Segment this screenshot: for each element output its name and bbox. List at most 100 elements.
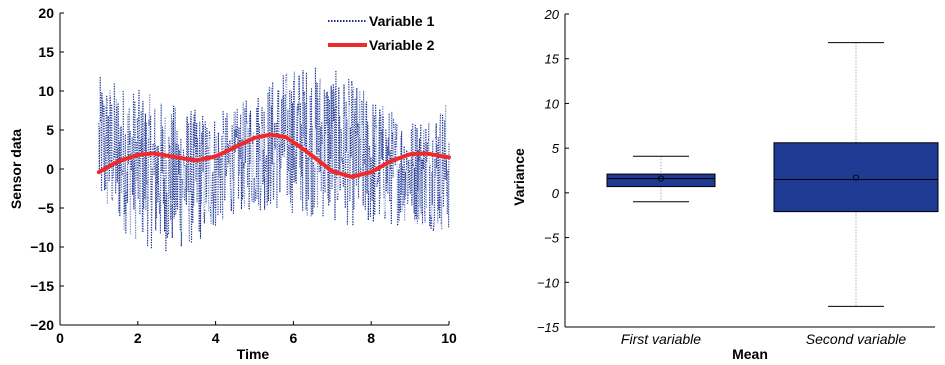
variable-1-segment — [279, 135, 281, 193]
left-y-tick-label: −20 — [30, 317, 54, 333]
variable-1-segment — [325, 92, 328, 98]
variable-1-segment — [240, 114, 242, 163]
variable-1-segment — [445, 159, 448, 197]
variable-1-segment — [236, 109, 239, 145]
variable-1-segment — [430, 215, 432, 229]
category-label-first: First variable — [621, 331, 701, 347]
variable-1-segment — [319, 78, 321, 97]
left-y-tick-label: 20 — [38, 5, 54, 21]
variable-1-segment — [447, 169, 450, 228]
variable-1-segment — [376, 183, 378, 187]
left-y-axis-label: Sensor data — [8, 129, 24, 209]
variable-1-segment — [372, 136, 375, 222]
variable-1-segment — [365, 102, 367, 135]
variable-1-segment — [425, 129, 427, 208]
variable-1-segment — [269, 181, 272, 204]
variable-1-segment — [178, 149, 180, 175]
right-y-tick-label: 5 — [552, 141, 560, 156]
variable-1-segment — [350, 81, 353, 156]
variable-1-segment — [278, 90, 280, 162]
variable-1-segment — [357, 123, 359, 127]
variable-1-segment — [203, 213, 205, 224]
variable-1-segment — [154, 108, 156, 146]
variable-1-segment — [233, 111, 236, 131]
variable-1-segment — [420, 173, 423, 215]
right-y-tick-label: −10 — [537, 275, 560, 290]
left-y-tick-label: 10 — [38, 83, 54, 99]
variable-1-segment — [216, 153, 218, 171]
left-chart: 0 2 4 6 8 10 20 15 10 5 0 −5 −10 −15 −20 Time Sensor d… — [8, 5, 457, 362]
variable-1-segment — [431, 139, 434, 205]
variable-1-segment — [151, 167, 153, 211]
variable-1-segment — [349, 127, 351, 201]
variable-1-segment — [409, 191, 412, 194]
variable-1-segment — [213, 155, 215, 193]
right-tick-labels: 20 15 10 5 0 −5 −10 −15 — [537, 7, 560, 335]
variable-1-segment — [442, 176, 445, 207]
variable-1-segment — [114, 115, 117, 194]
variable-1-segment — [171, 120, 174, 239]
variable-1-segment — [406, 150, 408, 166]
variable-1-segment — [130, 160, 133, 170]
variable-1-segment — [382, 116, 385, 182]
variable-1-segment — [206, 138, 209, 149]
variable-1-segment — [342, 84, 345, 187]
variable-1-segment — [129, 131, 131, 145]
variable-1-segment — [254, 180, 256, 201]
variable-1-segment — [361, 124, 364, 155]
variable-1-segment — [272, 162, 275, 200]
iqr-box — [773, 142, 939, 213]
left-y-tick-label: −5 — [38, 200, 54, 216]
variable-1-segment — [322, 170, 325, 217]
left-x-tick-label: 4 — [212, 330, 220, 346]
variable-1-segment — [309, 96, 312, 136]
left-x-tick-label: 2 — [134, 330, 142, 346]
variable-1-segment — [423, 143, 426, 213]
box-1 — [606, 155, 716, 203]
box-plots — [606, 42, 939, 307]
variable-1-segment — [119, 127, 122, 172]
variable-1-segment — [168, 145, 171, 147]
variable-1-segment — [312, 162, 315, 166]
variable-1-segment — [170, 181, 172, 220]
variable-1-segment — [317, 98, 319, 151]
variable-1-segment — [360, 101, 363, 168]
variable-1-segment — [219, 154, 221, 190]
variable-1-segment — [136, 118, 139, 138]
right-chart: 20 15 10 5 0 −5 −10 −15 First variable Second v… — [511, 7, 939, 362]
category-label-second: Second variable — [806, 331, 907, 347]
variable-1-segment — [401, 166, 404, 213]
variable-1-segment — [388, 112, 391, 202]
variable-1-segment — [234, 111, 237, 131]
left-y-tick-label: −10 — [30, 239, 54, 255]
variable-1-segment — [106, 153, 109, 204]
variable-1-segment — [162, 129, 164, 204]
variable-1-segment — [105, 107, 107, 189]
variable-1-segment — [225, 168, 228, 177]
variable-1-segment — [102, 100, 104, 114]
variable-1-segment — [167, 232, 169, 235]
variable-1-segment — [122, 91, 125, 169]
left-y-tick-label: 0 — [46, 161, 54, 177]
variable-1-segment — [330, 85, 332, 159]
variable-1-series — [98, 67, 450, 252]
variable-1-segment — [174, 107, 177, 215]
variable-1-segment — [387, 137, 389, 194]
mean-marker — [853, 174, 860, 181]
variable-1-segment — [198, 121, 201, 232]
left-y-tick-label: −15 — [30, 278, 54, 294]
left-x-tick-label: 8 — [367, 330, 375, 346]
legend-variable-2-label: Variable 2 — [369, 37, 435, 53]
variable-1-segment — [231, 163, 234, 181]
left-y-tick-label: 5 — [46, 122, 54, 138]
variable-1-segment — [441, 193, 443, 230]
variable-1-segment — [100, 121, 103, 191]
variable-1-segment — [421, 159, 424, 225]
variable-1-segment — [368, 149, 370, 192]
variable-1-segment — [176, 131, 179, 210]
variable-1-segment — [173, 214, 176, 219]
variable-1-segment — [160, 103, 163, 145]
legend-variable-1-label: Variable 1 — [369, 13, 435, 29]
variable-2-series — [96, 132, 451, 179]
